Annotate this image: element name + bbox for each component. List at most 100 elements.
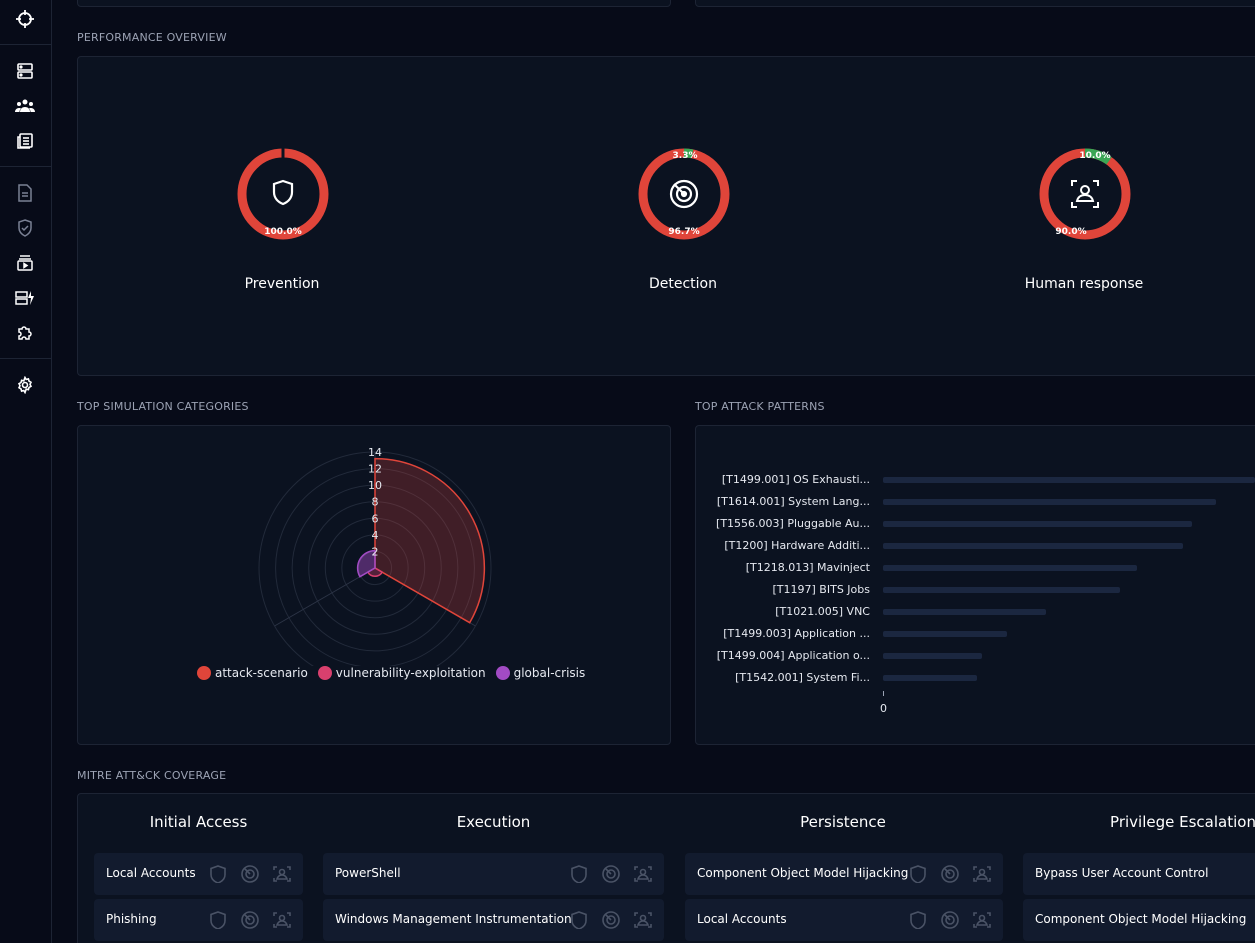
- bar-label: [T1021.005] VNC: [775, 605, 870, 618]
- bar[interactable]: [883, 477, 1255, 483]
- tactic-privilege-escalation: Privilege Escalation: [1110, 813, 1255, 831]
- sector-global-crisis: [356, 549, 376, 578]
- legend-label: global-crisis: [513, 666, 586, 680]
- bar-row[interactable]: [T1021.005] VNC: [696, 601, 1255, 623]
- bar[interactable]: [883, 499, 1217, 505]
- technique-name: Component Object Model Hijacking: [697, 866, 909, 880]
- prevention-gauge: 100.0%: [237, 148, 329, 240]
- gear-icon[interactable]: [14, 374, 36, 396]
- bar-row[interactable]: [T1197] BITS Jobs: [696, 579, 1255, 601]
- person-scan-icon: [1071, 180, 1099, 208]
- radar-icon: [669, 179, 699, 209]
- human-response-label: Human response: [1024, 276, 1144, 292]
- bar[interactable]: [883, 587, 1120, 593]
- radar-icon: [939, 863, 961, 885]
- mitre-title: MITRE ATT&CK COVERAGE: [77, 769, 227, 782]
- news-icon[interactable]: [14, 130, 36, 152]
- bar[interactable]: [883, 631, 1007, 637]
- shield-icon: [907, 909, 929, 931]
- technique-name: Windows Management Instrumentation: [335, 912, 572, 926]
- server-icon[interactable]: [14, 60, 36, 82]
- x-axis-tick: [883, 691, 884, 696]
- bar-row[interactable]: [T1499.004] Application o...: [696, 645, 1255, 667]
- legend-label: vulnerability-exploitation: [335, 666, 486, 680]
- human-response-gauge: 10.0% 90.0%: [1039, 148, 1131, 240]
- sidebar: [0, 0, 52, 943]
- legend-dot: [495, 666, 510, 680]
- bar-label: [T1499.001] OS Exhausti...: [721, 473, 870, 486]
- technique-status-icons: [907, 909, 993, 931]
- bar-label: [T1614.001] System Lang...: [716, 495, 870, 508]
- categories-title: TOP SIMULATION CATEGORIES: [77, 400, 249, 413]
- play-stack-icon[interactable]: [14, 252, 36, 274]
- bar[interactable]: [883, 609, 1046, 615]
- technique-card[interactable]: Bypass User Account Control: [1023, 853, 1255, 895]
- bar-label: [T1556.003] Pluggable Au...: [716, 517, 870, 530]
- detection-fail-pct: 96.7%: [668, 227, 699, 237]
- top-panel-right: [695, 0, 1255, 7]
- tactic-initial-access: Initial Access: [149, 813, 248, 831]
- legend-item-global-crisis[interactable]: global-crisis: [495, 666, 586, 680]
- detection-label: Detection: [648, 276, 717, 292]
- legend-item-vulnerability-exploitation[interactable]: vulnerability-exploitation: [317, 666, 486, 680]
- bar[interactable]: [883, 653, 983, 659]
- person-scan-icon: [271, 909, 293, 931]
- technique-status-icons: [907, 863, 993, 885]
- bar-label: [T1542.001] System Fi...: [735, 671, 870, 684]
- x-axis-tick-label: 0: [880, 702, 887, 715]
- radar-tick-label: 6: [372, 512, 379, 525]
- technique-card[interactable]: Component Object Model Hijacking: [685, 853, 1003, 895]
- technique-card[interactable]: PowerShell: [323, 853, 664, 895]
- technique-name: Component Object Model Hijacking: [1035, 912, 1247, 926]
- bar-label: [T1218.013] Mavinject: [745, 561, 870, 574]
- bar[interactable]: [883, 543, 1184, 549]
- bar-row[interactable]: [T1542.001] System Fi...: [696, 667, 1255, 689]
- technique-name: Bypass User Account Control: [1035, 866, 1209, 880]
- bar[interactable]: [883, 565, 1137, 571]
- bar-row[interactable]: [T1614.001] System Lang...: [696, 491, 1255, 513]
- bar-row[interactable]: [T1499.003] Application ...: [696, 623, 1255, 645]
- technique-card[interactable]: Local Accounts: [94, 853, 303, 895]
- person-scan-icon: [271, 863, 293, 885]
- radar-legend: attack-scenario vulnerability-exploitati…: [197, 666, 585, 680]
- technique-card[interactable]: Component Object Model Hijacking: [1023, 899, 1255, 941]
- bar-label: [T1499.003] Application ...: [723, 627, 870, 640]
- shield-icon: [907, 863, 929, 885]
- shield-check-icon[interactable]: [14, 217, 36, 239]
- cards-bolt-icon[interactable]: [14, 287, 36, 309]
- technique-card[interactable]: Windows Management Instrumentation: [323, 899, 664, 941]
- document-icon[interactable]: [14, 182, 36, 204]
- attack-patterns-title: TOP ATTACK PATTERNS: [695, 400, 825, 413]
- radar-tick-label: 12: [368, 463, 382, 476]
- bar-label: [T1200] Hardware Additi...: [724, 539, 870, 552]
- prevention-label: Prevention: [244, 276, 320, 292]
- technique-name: Local Accounts: [697, 912, 787, 926]
- bar-row[interactable]: [T1200] Hardware Additi...: [696, 535, 1255, 557]
- categories-panel: 14 12 10 8 6 4 2 attack-scenario vulnerability…: [77, 425, 671, 745]
- bar-row[interactable]: [T1499.001] OS Exhausti...: [696, 469, 1255, 491]
- person-scan-icon: [632, 909, 654, 931]
- human-response-fail-pct: 90.0%: [1055, 227, 1086, 237]
- radar-tick-label: 14: [368, 446, 382, 459]
- performance-title: PERFORMANCE OVERVIEW: [77, 31, 227, 44]
- bar[interactable]: [883, 521, 1192, 527]
- radar-tick-label: 8: [372, 496, 379, 509]
- bar-row[interactable]: [T1218.013] Mavinject: [696, 557, 1255, 579]
- radar-icon: [939, 909, 961, 931]
- technique-card[interactable]: Local Accounts: [685, 899, 1003, 941]
- technique-name: PowerShell: [335, 866, 401, 880]
- puzzle-icon[interactable]: [14, 322, 36, 344]
- detection-gauge: 3.3% 96.7%: [638, 148, 730, 240]
- detection-success-pct: 3.3%: [673, 151, 698, 161]
- users-icon[interactable]: [14, 95, 36, 117]
- bar[interactable]: [883, 675, 977, 681]
- legend-item-attack-scenario[interactable]: attack-scenario: [197, 666, 308, 680]
- crosshair-icon[interactable]: [14, 8, 36, 30]
- radar-tick-label: 4: [372, 529, 379, 542]
- radar-chart: 14 12 10 8 6 4 2: [258, 446, 492, 666]
- technique-card[interactable]: Phishing: [94, 899, 303, 941]
- bar-row[interactable]: [T1556.003] Pluggable Au...: [696, 513, 1255, 535]
- radar-icon: [600, 909, 622, 931]
- person-scan-icon: [971, 909, 993, 931]
- person-scan-icon: [632, 863, 654, 885]
